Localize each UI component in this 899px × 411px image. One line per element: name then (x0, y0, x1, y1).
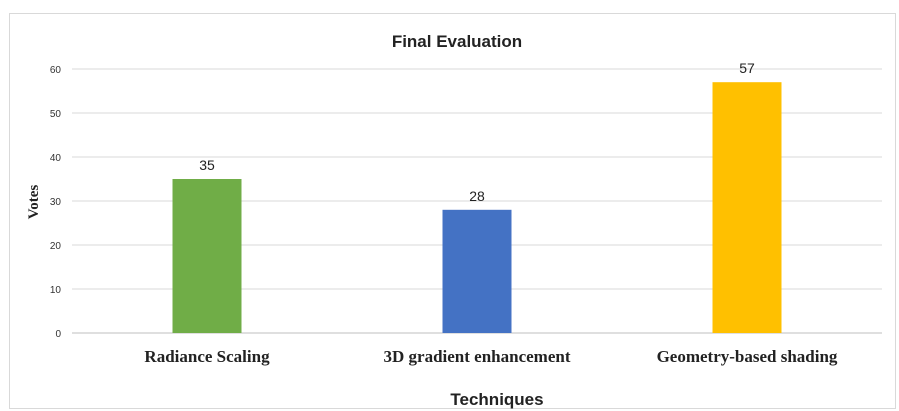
y-tick-label: 10 (50, 285, 62, 296)
category-label: Radiance Scaling (144, 347, 270, 366)
category-labels: Radiance Scaling 3D gradient enhancement G… (144, 347, 838, 366)
category-label: 3D gradient enhancement (384, 347, 571, 366)
bar (172, 179, 242, 333)
y-tick-labels: 0 10 20 30 40 50 60 (50, 65, 62, 340)
y-tick-label: 40 (50, 153, 62, 164)
category-label: Geometry-based shading (657, 347, 838, 366)
y-tick-label: 20 (50, 241, 62, 252)
data-labels: 35 28 57 (199, 60, 755, 204)
y-tick-label: 0 (55, 329, 61, 340)
y-tick-label: 50 (50, 109, 62, 120)
bars (172, 82, 782, 333)
data-label: 57 (739, 60, 755, 76)
bar (442, 209, 512, 333)
data-label: 35 (199, 157, 215, 173)
y-tick-label: 60 (50, 65, 62, 76)
y-axis-label: Votes (26, 185, 42, 220)
y-tick-label: 30 (50, 197, 62, 208)
bar (712, 82, 782, 333)
chart-title: Final Evaluation (392, 32, 522, 51)
x-axis-label: Techniques (450, 390, 543, 409)
data-label: 28 (469, 188, 485, 204)
